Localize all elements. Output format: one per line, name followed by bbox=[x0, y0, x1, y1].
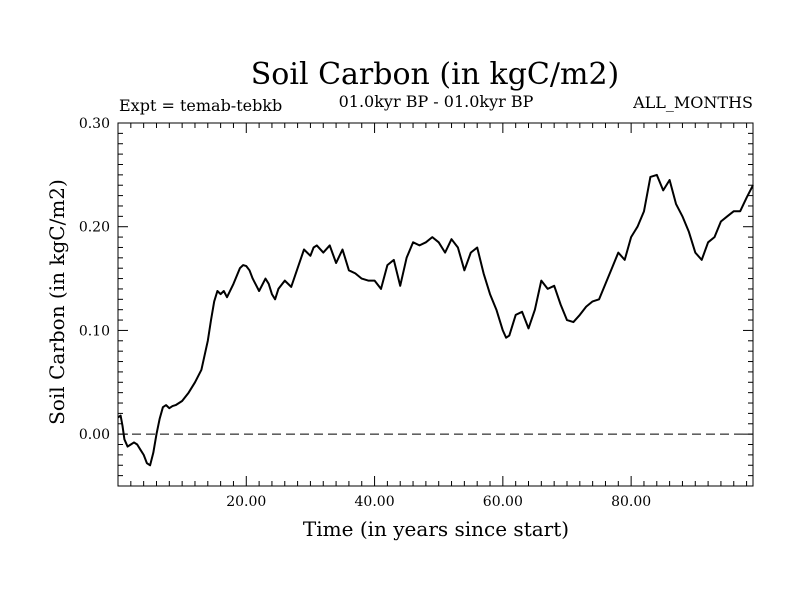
x-tick-label: 40.00 bbox=[355, 494, 395, 510]
x-axis-label: Time (in years since start) bbox=[303, 517, 569, 541]
x-tick-label: 60.00 bbox=[483, 494, 523, 510]
plot-frame bbox=[117, 122, 754, 487]
tick-marks bbox=[118, 123, 753, 486]
experiment-label: Expt = temab-tebkb bbox=[119, 96, 282, 115]
x-tick-label: 20.00 bbox=[226, 494, 266, 510]
y-tick-label: 0.30 bbox=[79, 116, 110, 132]
period-label: 01.0kyr BP - 01.0kyr BP bbox=[339, 92, 534, 111]
y-axis-label: Soil Carbon (in kgC/m2) bbox=[45, 179, 69, 425]
tick-labels: 20.00 40.00 60.00 80.00 0.00 0.10 0.20 0.30 bbox=[79, 116, 651, 510]
y-tick-label: 0.20 bbox=[79, 220, 110, 236]
series-line bbox=[117, 173, 754, 467]
axes bbox=[117, 122, 754, 487]
months-label: ALL_MONTHS bbox=[632, 93, 753, 112]
chart-title: Soil Carbon (in kgC/m2) bbox=[251, 57, 619, 92]
x-tick-label: 80.00 bbox=[611, 494, 651, 510]
y-tick-label: 0.10 bbox=[79, 323, 110, 339]
y-tick-label: 0.00 bbox=[79, 427, 110, 443]
